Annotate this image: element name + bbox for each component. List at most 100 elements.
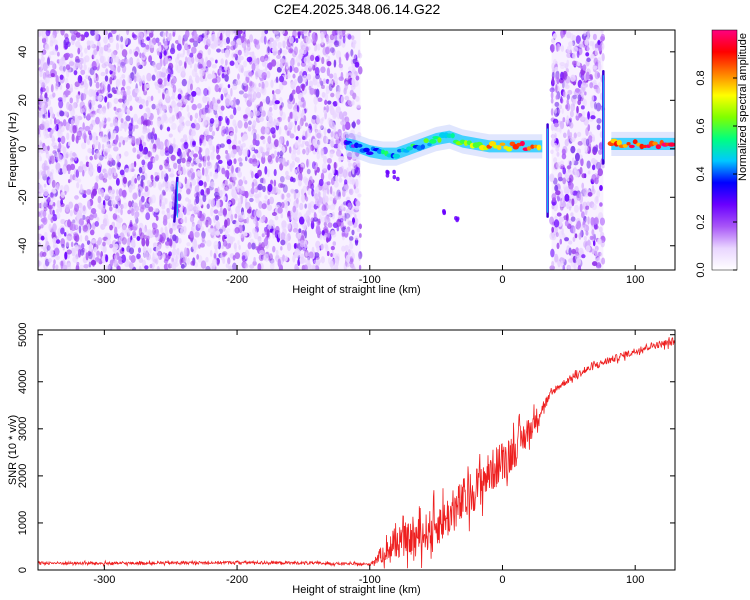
noise-blob <box>137 247 142 254</box>
noise-blob <box>134 75 137 83</box>
noise-blob <box>234 42 238 49</box>
noise-blob <box>230 214 234 222</box>
noise-blob <box>585 245 591 252</box>
noise-blob <box>202 119 207 128</box>
noise-blob <box>221 183 226 188</box>
noise-blob <box>355 218 359 225</box>
noise-blob <box>266 142 270 149</box>
noise-blob <box>220 58 224 65</box>
noise-blob <box>153 133 158 141</box>
noise-blob <box>168 222 171 230</box>
signal-trace-mark <box>530 144 535 149</box>
noise-blob <box>172 241 176 250</box>
noise-blob <box>235 79 241 85</box>
noise-blob <box>177 35 182 44</box>
noise-blob <box>292 205 297 213</box>
noise-blob <box>101 63 107 69</box>
figure-title: C2E4.2025.348.06.14.G22 <box>274 1 441 17</box>
noise-blob <box>121 79 126 87</box>
noise-blob <box>231 144 237 151</box>
noise-blob <box>566 59 570 67</box>
noise-blob <box>60 135 66 145</box>
noise-blob <box>237 240 240 246</box>
noise-blob <box>107 43 111 48</box>
noise-blob <box>67 219 71 228</box>
noise-blob <box>186 188 191 195</box>
noise-blob <box>212 172 219 180</box>
noise-blob <box>250 214 255 220</box>
noise-blob <box>81 93 87 101</box>
noise-blob <box>88 88 94 98</box>
noise-blob <box>235 205 241 214</box>
signal-trace-band <box>345 130 543 160</box>
noise-blob <box>318 178 324 187</box>
noise-blob <box>189 38 195 43</box>
noise-blob <box>292 73 296 79</box>
noise-blob <box>129 105 133 111</box>
noise-blob <box>50 34 56 44</box>
noise-blob <box>220 93 224 101</box>
noise-blob <box>311 115 317 120</box>
noise-blob <box>290 81 296 90</box>
noise-blob <box>312 138 316 146</box>
noise-blob <box>261 233 265 238</box>
noise-blob <box>194 147 200 153</box>
noise-blob <box>168 107 173 113</box>
noise-blob <box>95 74 99 82</box>
noise-blob <box>225 150 228 155</box>
noise-blob <box>342 124 346 132</box>
noise-blob <box>329 47 335 53</box>
noise-blob <box>100 131 104 137</box>
noise-blob <box>321 204 327 212</box>
noise-blob <box>332 191 336 197</box>
noise-blob <box>55 255 60 261</box>
noise-blob <box>249 144 255 151</box>
noise-blob <box>65 64 71 71</box>
noise-blob <box>281 146 286 153</box>
noise-blob <box>67 179 71 184</box>
noise-blob <box>576 50 580 58</box>
noise-blob <box>556 43 559 52</box>
noise-blob <box>598 149 603 155</box>
noise-blob <box>164 150 170 156</box>
noise-blob <box>189 215 195 223</box>
noise-blob <box>319 77 322 85</box>
noise-blob <box>196 254 200 260</box>
noise-blob <box>38 146 42 154</box>
noise-blob <box>586 44 590 52</box>
noise-blob <box>159 124 163 131</box>
noise-blob <box>177 170 183 175</box>
noise-blob <box>338 56 342 66</box>
noise-blob <box>47 145 50 151</box>
noise-blob <box>175 62 179 71</box>
noise-blob <box>272 90 275 95</box>
noise-blob <box>193 239 198 248</box>
noise-blob <box>214 119 219 128</box>
noise-blob <box>266 70 271 79</box>
noise-blob <box>74 234 80 243</box>
noise-blob <box>348 66 354 72</box>
noise-blob <box>82 206 87 215</box>
noise-blob <box>107 83 111 93</box>
noise-blob <box>254 110 261 117</box>
noise-blob <box>316 115 320 124</box>
noise-blob <box>98 154 104 161</box>
noise-blob <box>254 63 259 69</box>
noise-blob <box>224 49 230 58</box>
noise-blob <box>150 174 154 180</box>
noise-blob <box>51 135 55 144</box>
noise-blob <box>184 216 188 224</box>
noise-blob <box>79 234 83 242</box>
secondary-trace-mark <box>442 209 446 214</box>
noise-blob <box>255 195 260 204</box>
noise-blob <box>349 179 354 185</box>
noise-blob <box>57 137 62 143</box>
noise-blob <box>234 252 241 260</box>
noise-blob <box>65 204 70 213</box>
noise-blob <box>226 65 230 71</box>
noise-blob <box>558 104 563 110</box>
signal-trace-mark <box>628 144 635 149</box>
noise-blob <box>60 260 64 270</box>
noise-blob <box>232 254 236 261</box>
noise-blob <box>203 88 209 97</box>
